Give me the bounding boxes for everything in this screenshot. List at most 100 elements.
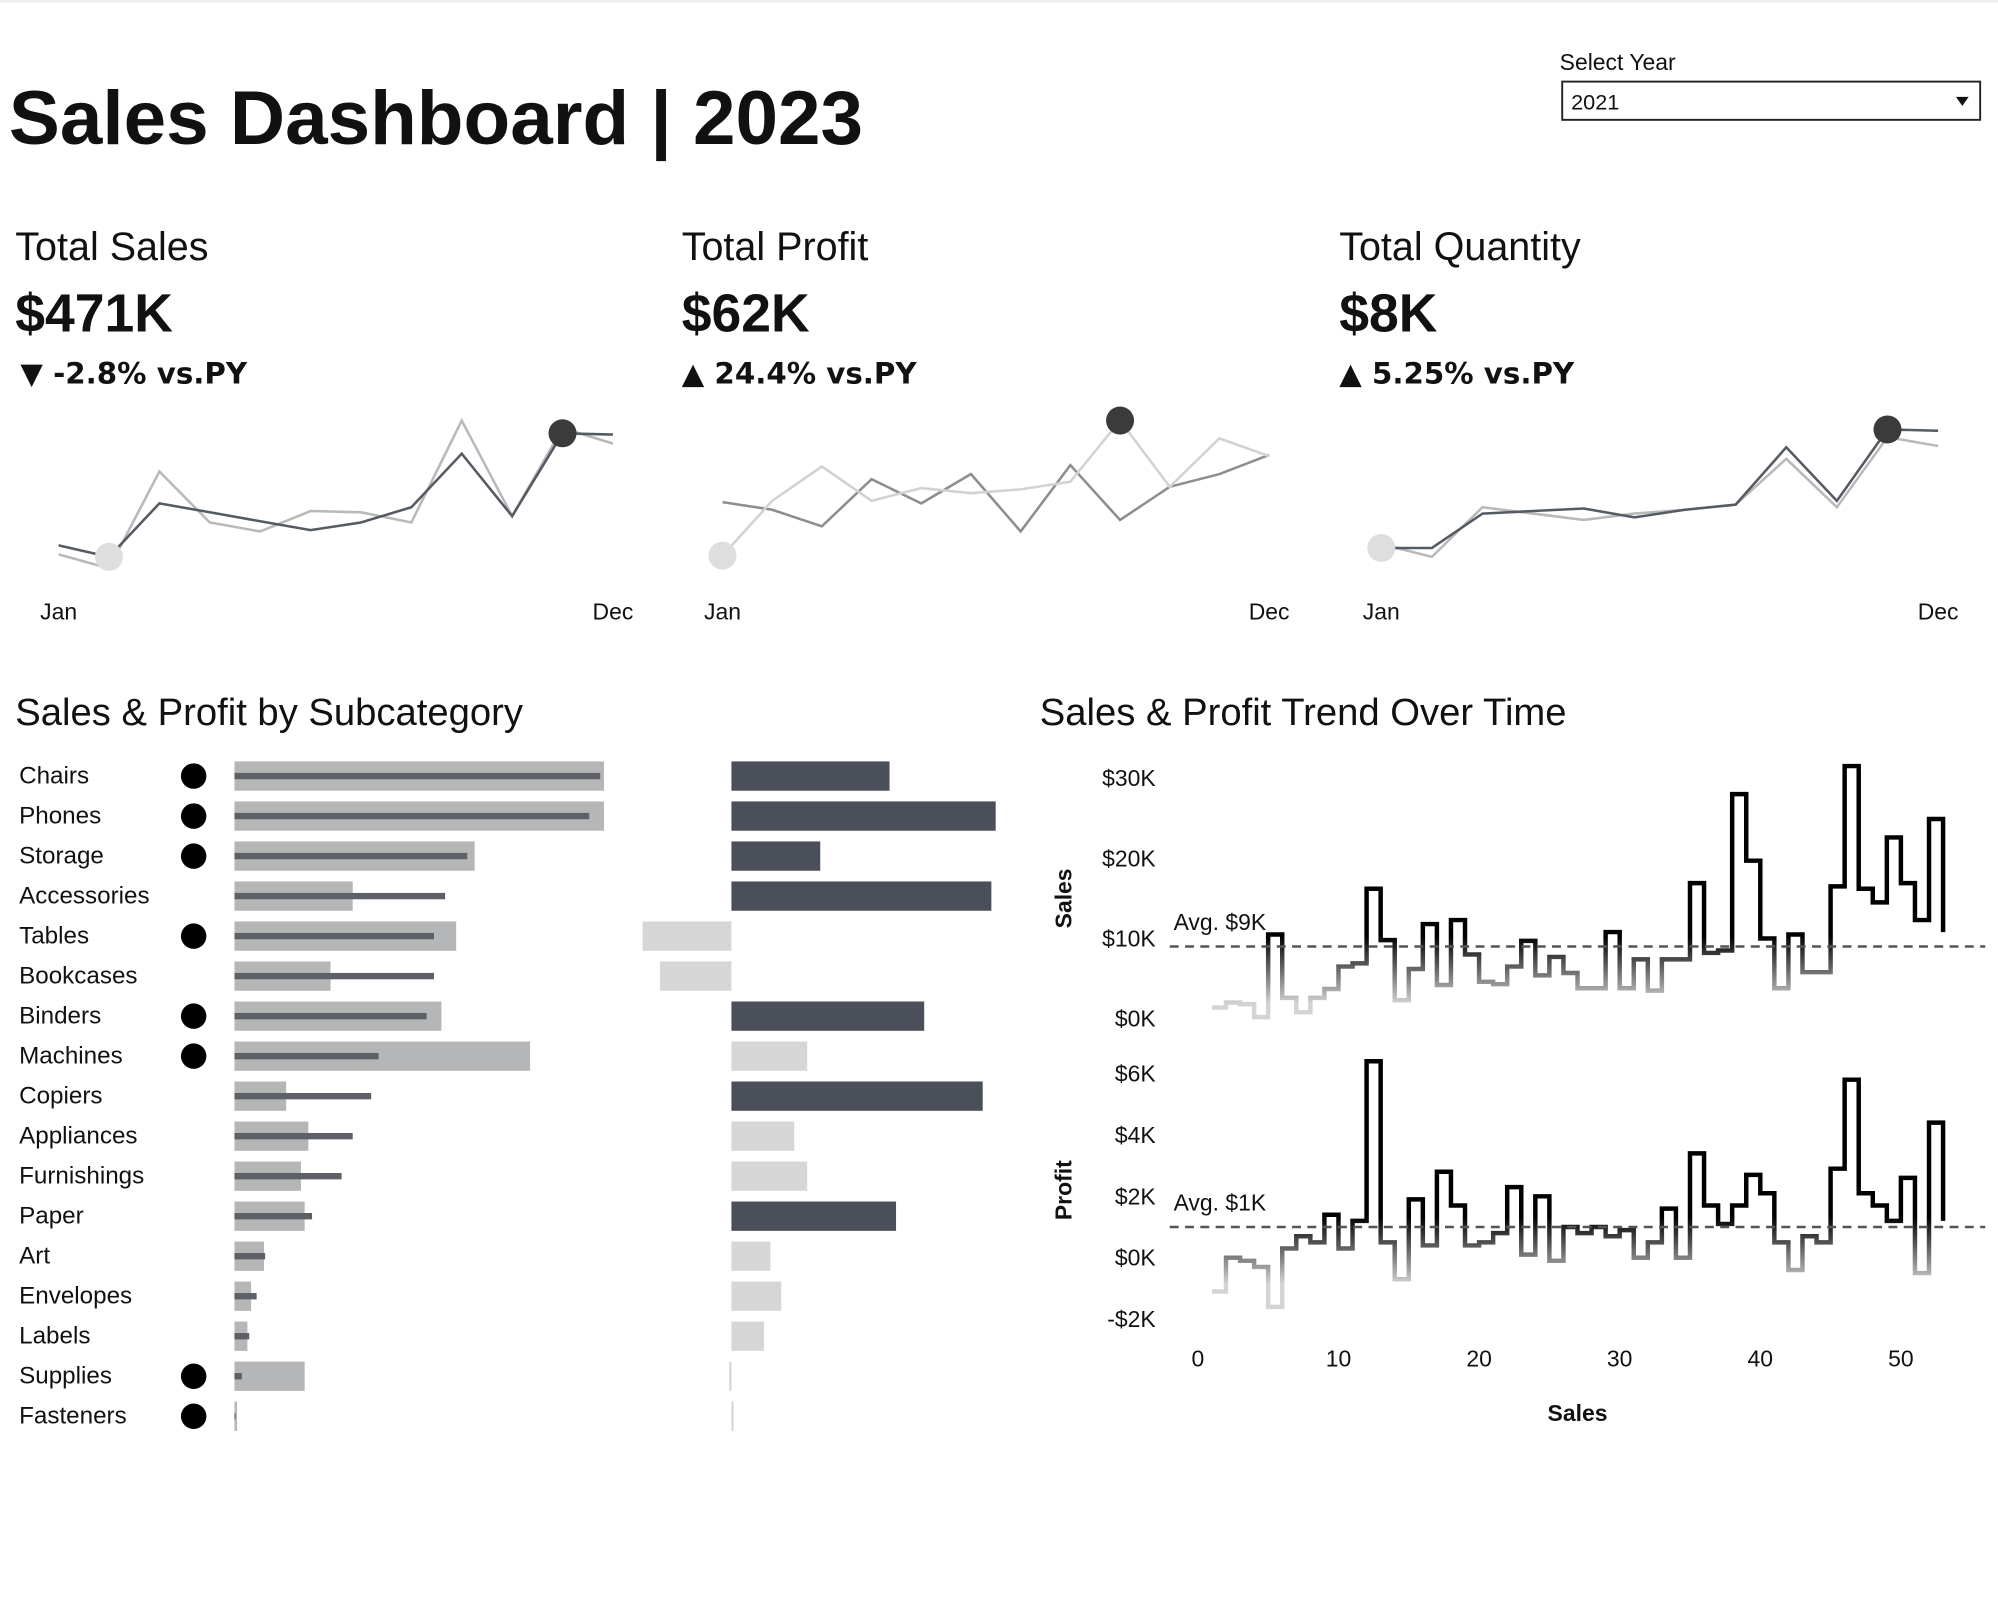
x-tick-label: Dec: [1918, 598, 1959, 624]
category-label: Machines: [19, 1043, 123, 1070]
category-label: Storage: [19, 843, 104, 870]
category-label: Appliances: [19, 1123, 137, 1150]
min-marker: [94, 542, 124, 571]
profit-bar: [731, 1041, 808, 1071]
step-line: [1211, 763, 1946, 1020]
profit-bar: [731, 1001, 925, 1031]
y-tick-label: $30K: [1102, 765, 1156, 791]
chart-title: Sales & Profit by Subcategory: [15, 691, 524, 734]
sales-line: [234, 1253, 266, 1260]
sales-line: [234, 1413, 236, 1420]
sales-bar: [234, 1361, 305, 1391]
x-tick-label: Dec: [593, 598, 634, 624]
sales-line: [234, 1052, 379, 1060]
category-label: Art: [19, 1243, 50, 1270]
profit-bar: [731, 801, 996, 831]
sparkline: [722, 453, 1270, 534]
kpi-label: Total Profit: [682, 225, 869, 269]
category-label: Fasteners: [19, 1403, 127, 1430]
x-tick-label: 50: [1888, 1345, 1913, 1371]
x-axis-label: Sales: [1548, 1400, 1608, 1426]
sales-bar: [234, 1401, 238, 1431]
category-label: Supplies: [19, 1363, 112, 1390]
x-tick-label: 0: [1191, 1345, 1204, 1371]
profit-bar: [731, 1161, 808, 1191]
y-tick-label: $10K: [1102, 925, 1156, 951]
y-tick-label: $2K: [1115, 1183, 1156, 1209]
select-arrow[interactable]: [1955, 96, 1969, 106]
category-label: Envelopes: [19, 1283, 132, 1310]
max-marker: [1106, 406, 1135, 435]
category-label: Furnishings: [19, 1163, 144, 1190]
decline-dot: [180, 1403, 207, 1429]
profit-bar: [731, 1081, 983, 1111]
min-marker: [1367, 533, 1396, 562]
sales-line: [234, 892, 446, 900]
decline-dot: [180, 1003, 207, 1029]
decline-dot: [180, 803, 207, 829]
select-value[interactable]: 2021: [1571, 90, 1619, 115]
sales-line: [234, 852, 468, 860]
category-label: Accessories: [19, 883, 149, 910]
decline-dot: [180, 763, 207, 789]
max-marker: [548, 419, 577, 448]
decline-dot: [180, 843, 207, 869]
x-tick-label: 20: [1466, 1345, 1491, 1371]
sales-line: [234, 1293, 257, 1300]
kpi-change: ▲ 5.25% vs.PY: [1339, 357, 1575, 391]
kpi-change: ▼ -2.8% vs.PY: [20, 357, 247, 391]
x-tick-label: Dec: [1249, 598, 1290, 624]
sparkline: [1380, 435, 1939, 559]
y-tick-label: $4K: [1115, 1122, 1156, 1148]
category-label: Paper: [19, 1203, 84, 1230]
year-select[interactable]: 2021: [1561, 80, 1982, 121]
dashboard-title: Sales Dashboard | 2023: [9, 76, 863, 162]
sales-line: [234, 1373, 242, 1380]
sparkline: [721, 418, 1270, 557]
profit-bar: [731, 1401, 734, 1431]
sales-line: [234, 1333, 250, 1340]
min-marker: [708, 541, 737, 570]
category-label: Binders: [19, 1003, 101, 1030]
sales-line: [234, 1132, 353, 1140]
profit-bar: [731, 1281, 782, 1311]
profit-bar: [731, 1321, 764, 1351]
x-tick-label: 10: [1326, 1345, 1351, 1371]
profit-bar: [731, 881, 992, 911]
sales-line: [234, 1012, 427, 1020]
x-tick-label: Jan: [40, 598, 77, 624]
profit-bar: [659, 961, 732, 991]
y-tick-label: $6K: [1115, 1061, 1156, 1087]
kpi-value: $471K: [15, 284, 173, 343]
x-tick-label: Jan: [704, 598, 741, 624]
kpi-value: $62K: [682, 284, 810, 343]
y-tick-label: $0K: [1115, 1245, 1156, 1271]
category-label: Phones: [19, 803, 101, 830]
sales-line: [234, 932, 435, 940]
sparkline: [58, 417, 614, 570]
profit-bar: [731, 1201, 897, 1231]
y-tick-label: $20K: [1102, 845, 1156, 871]
kpi-label: Total Sales: [15, 225, 208, 269]
profit-bar: [731, 1241, 771, 1271]
category-label: Copiers: [19, 1083, 102, 1110]
x-tick-label: 40: [1748, 1345, 1773, 1371]
x-tick-label: Jan: [1363, 598, 1400, 624]
sales-line: [234, 1172, 342, 1180]
average-label: Avg. $9K: [1174, 909, 1267, 935]
sparkline: [1381, 428, 1939, 550]
profit-bar: [729, 1361, 732, 1391]
profit-bar: [642, 921, 732, 951]
profit-bar: [731, 761, 890, 791]
select-box[interactable]: [1561, 80, 1982, 121]
kpi-label: Total Quantity: [1339, 225, 1581, 269]
kpi-change: ▲ 24.4% vs.PY: [682, 357, 918, 391]
decline-dot: [180, 923, 207, 949]
profit-bar: [731, 841, 821, 871]
kpi-value: $8K: [1339, 284, 1438, 343]
max-marker: [1873, 415, 1902, 444]
category-label: Chairs: [19, 763, 89, 790]
decline-dot: [180, 1043, 207, 1069]
